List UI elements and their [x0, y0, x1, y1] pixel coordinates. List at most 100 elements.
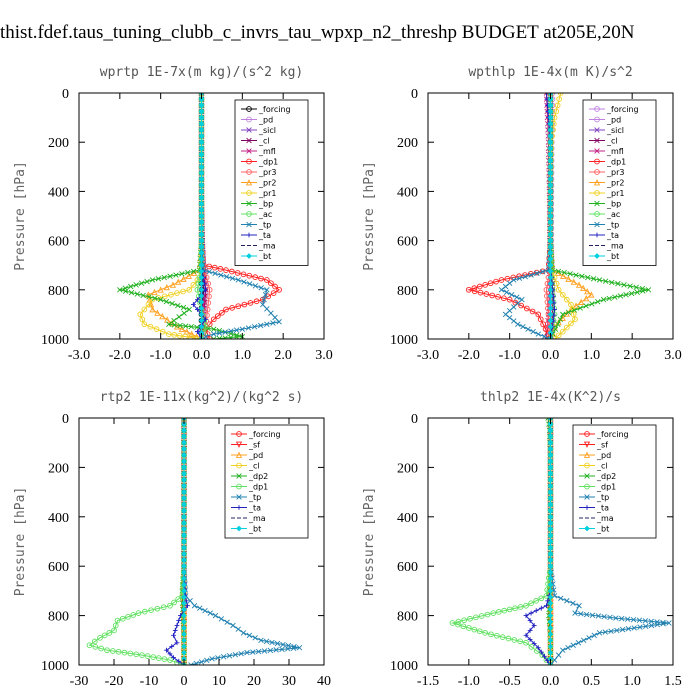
legend-label: _pd: [258, 116, 273, 125]
marker-point: [178, 325, 186, 333]
legend-entry: _bt: [579, 525, 609, 534]
marker-point: [141, 321, 148, 328]
marker-point: [547, 476, 554, 483]
marker-point: [547, 219, 554, 225]
marker-point: [547, 569, 554, 576]
marker-point: [547, 250, 554, 256]
legend-box: [224, 424, 309, 539]
marker-point: [181, 637, 187, 644]
legend-label: _ma: [248, 514, 266, 523]
legend-entry: _forcing: [579, 430, 629, 439]
legend-entry: _ta: [589, 231, 619, 240]
marker-point: [180, 275, 187, 282]
marker-point: [633, 284, 639, 291]
marker-point: [584, 473, 590, 479]
marker-point: [245, 325, 252, 331]
marker-point: [517, 604, 524, 610]
y-tick-label: 800: [397, 284, 418, 299]
legend-label: _forcing: [248, 430, 281, 439]
marker-point: [204, 312, 210, 319]
marker-point: [191, 603, 198, 609]
marker-point: [602, 629, 609, 635]
marker-point: [594, 211, 600, 217]
marker-point: [476, 283, 483, 290]
series-markers-bp: [117, 93, 246, 339]
marker-point: [92, 644, 99, 650]
marker-point: [544, 603, 549, 609]
legend-label: _sf: [596, 441, 608, 450]
marker-point: [122, 288, 129, 294]
marker-point: [500, 295, 507, 302]
marker-point: [150, 654, 157, 660]
panel-title: wprtp 1E-7x(m kg)/(s^2 kg): [100, 65, 304, 80]
legend-entry: _ac: [241, 210, 272, 219]
marker-point: [130, 612, 137, 618]
y-tick-label: 400: [48, 185, 69, 200]
x-tick-label: 1.5: [664, 674, 682, 689]
marker-point: [193, 660, 199, 665]
marker-point: [547, 213, 554, 219]
marker-point: [101, 632, 108, 639]
legend-label: _cl: [596, 462, 608, 471]
marker-point: [252, 635, 258, 641]
marker-point: [133, 651, 140, 658]
marker-point: [522, 273, 529, 280]
marker-point: [547, 489, 554, 495]
marker-point: [547, 557, 554, 563]
marker-point: [224, 619, 230, 625]
legend-entry: _cl: [579, 462, 608, 471]
marker-point: [181, 513, 187, 520]
marker-point: [523, 305, 530, 312]
marker-point: [181, 446, 187, 452]
marker-point: [172, 628, 178, 633]
marker-point: [523, 602, 529, 609]
marker-point: [547, 182, 554, 189]
marker-point: [612, 294, 618, 300]
marker-point: [228, 334, 234, 339]
marker-point: [185, 272, 192, 279]
legend-entry: _tp: [231, 493, 261, 502]
marker-point: [198, 139, 205, 146]
marker-point: [530, 328, 536, 335]
marker-point: [240, 271, 247, 278]
marker-point: [547, 439, 554, 446]
marker-point: [204, 657, 210, 664]
marker-point: [198, 188, 205, 195]
marker-point: [239, 326, 246, 332]
marker-point: [276, 286, 282, 293]
marker-point: [246, 158, 252, 165]
marker-point: [636, 617, 643, 623]
legend-entry: _pr3: [241, 168, 276, 177]
marker-point: [631, 625, 637, 631]
legend-label: _ac: [606, 210, 620, 219]
marker-point: [198, 182, 205, 189]
marker-point: [547, 538, 554, 545]
marker-point: [244, 649, 250, 656]
marker-point: [148, 607, 154, 614]
marker-point: [484, 611, 491, 618]
legend-label: _ma: [258, 242, 276, 251]
marker-point: [269, 639, 275, 646]
marker-point: [584, 431, 590, 437]
legend-label: _bt: [258, 252, 271, 261]
marker-point: [570, 600, 576, 606]
marker-point: [634, 289, 640, 295]
marker-point: [506, 314, 513, 321]
y-axis-label: Pressure [hPa]: [362, 161, 377, 271]
marker-point: [198, 250, 205, 256]
legend-entry: _dp1: [241, 158, 278, 167]
marker-point: [104, 647, 110, 654]
marker-point: [594, 232, 600, 238]
marker-point: [583, 295, 590, 302]
marker-point: [175, 596, 182, 602]
chart-panel-1: wprtp 1E-7x(m kg)/(s^2 kg) Pressure [hPa]…: [13, 65, 333, 363]
legend-label: _ta: [248, 504, 261, 513]
marker-point: [461, 617, 468, 624]
legend-entry: _sicl: [241, 126, 276, 135]
marker-point: [547, 93, 554, 96]
marker-point: [565, 644, 571, 651]
legend-entry: _pd: [231, 451, 263, 460]
marker-point: [175, 278, 182, 285]
marker-point: [155, 655, 162, 661]
legend-label: _pr2: [606, 179, 624, 188]
